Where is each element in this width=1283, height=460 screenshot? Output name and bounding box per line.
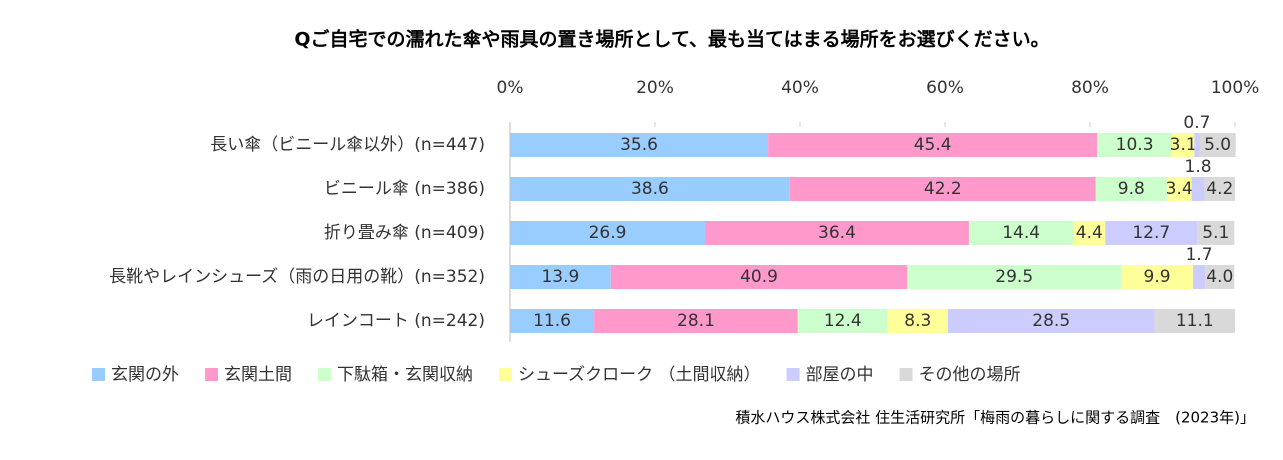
bar-segment <box>1097 133 1172 157</box>
data-label: 11.6 <box>533 311 571 331</box>
bar-segment <box>510 265 611 289</box>
legend-label: その他の場所 <box>919 365 1021 385</box>
legend-label: 玄関土間 <box>224 365 292 385</box>
bar-segment <box>1197 221 1235 245</box>
x-tick-label: 60% <box>926 78 964 98</box>
bar-segment <box>1192 265 1206 289</box>
data-label: 3.4 <box>1166 179 1193 199</box>
x-tick-label: 0% <box>497 78 524 98</box>
bar-segment <box>968 221 1074 245</box>
bar-segment <box>705 221 969 245</box>
data-label: 29.5 <box>995 267 1033 287</box>
y-tick-label: ビニール傘 (n=386) <box>324 179 485 199</box>
bar-segment <box>1121 265 1193 289</box>
data-label: 45.4 <box>914 135 952 155</box>
legend-swatch <box>92 368 105 381</box>
x-tick-label: 80% <box>1071 78 1109 98</box>
source-note: 積水ハウス株式会社 住生活研究所「梅雨の暮らしに関する調査 (2023年)」 <box>735 409 1255 427</box>
bar-segment <box>594 309 798 333</box>
bar-segment <box>1154 309 1235 333</box>
bar-segment <box>1199 133 1236 157</box>
data-label: 9.9 <box>1144 267 1171 287</box>
bar-segment <box>947 309 1155 333</box>
data-label: 11.1 <box>1176 311 1214 331</box>
legend-swatch <box>318 368 331 381</box>
legend-swatch <box>205 368 218 381</box>
data-label: 10.3 <box>1116 135 1154 155</box>
y-tick-label: 長靴やレインシューズ（雨の日用の靴）(n=352) <box>109 267 485 287</box>
data-label: 3.1 <box>1170 135 1197 155</box>
legend-label: 下駄箱・玄関収納 <box>337 365 473 385</box>
bar-segment <box>610 265 908 289</box>
bar-segment <box>1073 221 1106 245</box>
data-label: 13.9 <box>541 267 579 287</box>
bar-segment <box>1095 177 1167 201</box>
bar-segment <box>1105 221 1198 245</box>
x-tick-label: 100% <box>1211 78 1260 98</box>
legend-swatch <box>899 368 913 381</box>
data-label: 28.1 <box>677 311 715 331</box>
chart-title: Qご自宅での濡れた傘や雨具の置き場所として、最も当てはまる場所をお選びください。 <box>294 28 1049 51</box>
data-label: 0.7 <box>1183 113 1210 133</box>
bar-segment <box>1191 177 1205 201</box>
y-tick-label: 折り畳み傘 (n=409) <box>324 223 485 243</box>
data-label: 36.4 <box>818 223 856 243</box>
data-label: 4.0 <box>1206 267 1233 287</box>
x-tick-label: 20% <box>636 78 674 98</box>
bar-segment <box>1194 133 1200 157</box>
bar-segment <box>510 309 595 333</box>
data-label: 38.6 <box>631 179 669 199</box>
bar-segment <box>510 177 790 201</box>
bar-segment <box>1171 133 1195 157</box>
bar-segment <box>510 133 769 157</box>
data-label: 42.2 <box>924 179 962 199</box>
data-label: 1.8 <box>1185 157 1212 177</box>
bar-segment <box>907 265 1122 289</box>
legend-label: シューズクローク （土間収納） <box>518 365 761 385</box>
legend-label: 部屋の中 <box>806 365 874 385</box>
bar-segment <box>789 177 1096 201</box>
data-label: 28.5 <box>1032 311 1070 331</box>
data-label: 12.4 <box>824 311 862 331</box>
x-tick-label: 40% <box>781 78 819 98</box>
y-tick-label: レインコート (n=242) <box>307 311 485 331</box>
data-label: 35.6 <box>620 135 658 155</box>
data-label: 5.0 <box>1204 135 1231 155</box>
bar-segment <box>1166 177 1192 201</box>
data-label: 4.2 <box>1206 179 1233 199</box>
legend-label: 玄関の外 <box>111 365 179 385</box>
data-label: 40.9 <box>740 267 778 287</box>
bar-segment <box>1204 177 1235 201</box>
bar-segment <box>797 309 888 333</box>
legend-swatch <box>499 368 512 381</box>
data-label: 26.9 <box>589 223 627 243</box>
bar-segment <box>510 221 706 245</box>
data-label: 8.3 <box>904 311 931 331</box>
bar-segment <box>887 309 948 333</box>
legend-swatch <box>786 368 800 381</box>
bar-segment <box>768 133 1098 157</box>
data-label: 5.1 <box>1202 223 1229 243</box>
data-label: 1.7 <box>1186 245 1213 265</box>
data-label: 9.8 <box>1118 179 1145 199</box>
y-tick-label: 長い傘（ビニール傘以外）(n=447) <box>210 135 485 155</box>
bar-segment <box>1205 265 1235 289</box>
data-label: 4.4 <box>1076 223 1103 243</box>
data-label: 12.7 <box>1132 223 1170 243</box>
data-label: 14.4 <box>1002 223 1040 243</box>
